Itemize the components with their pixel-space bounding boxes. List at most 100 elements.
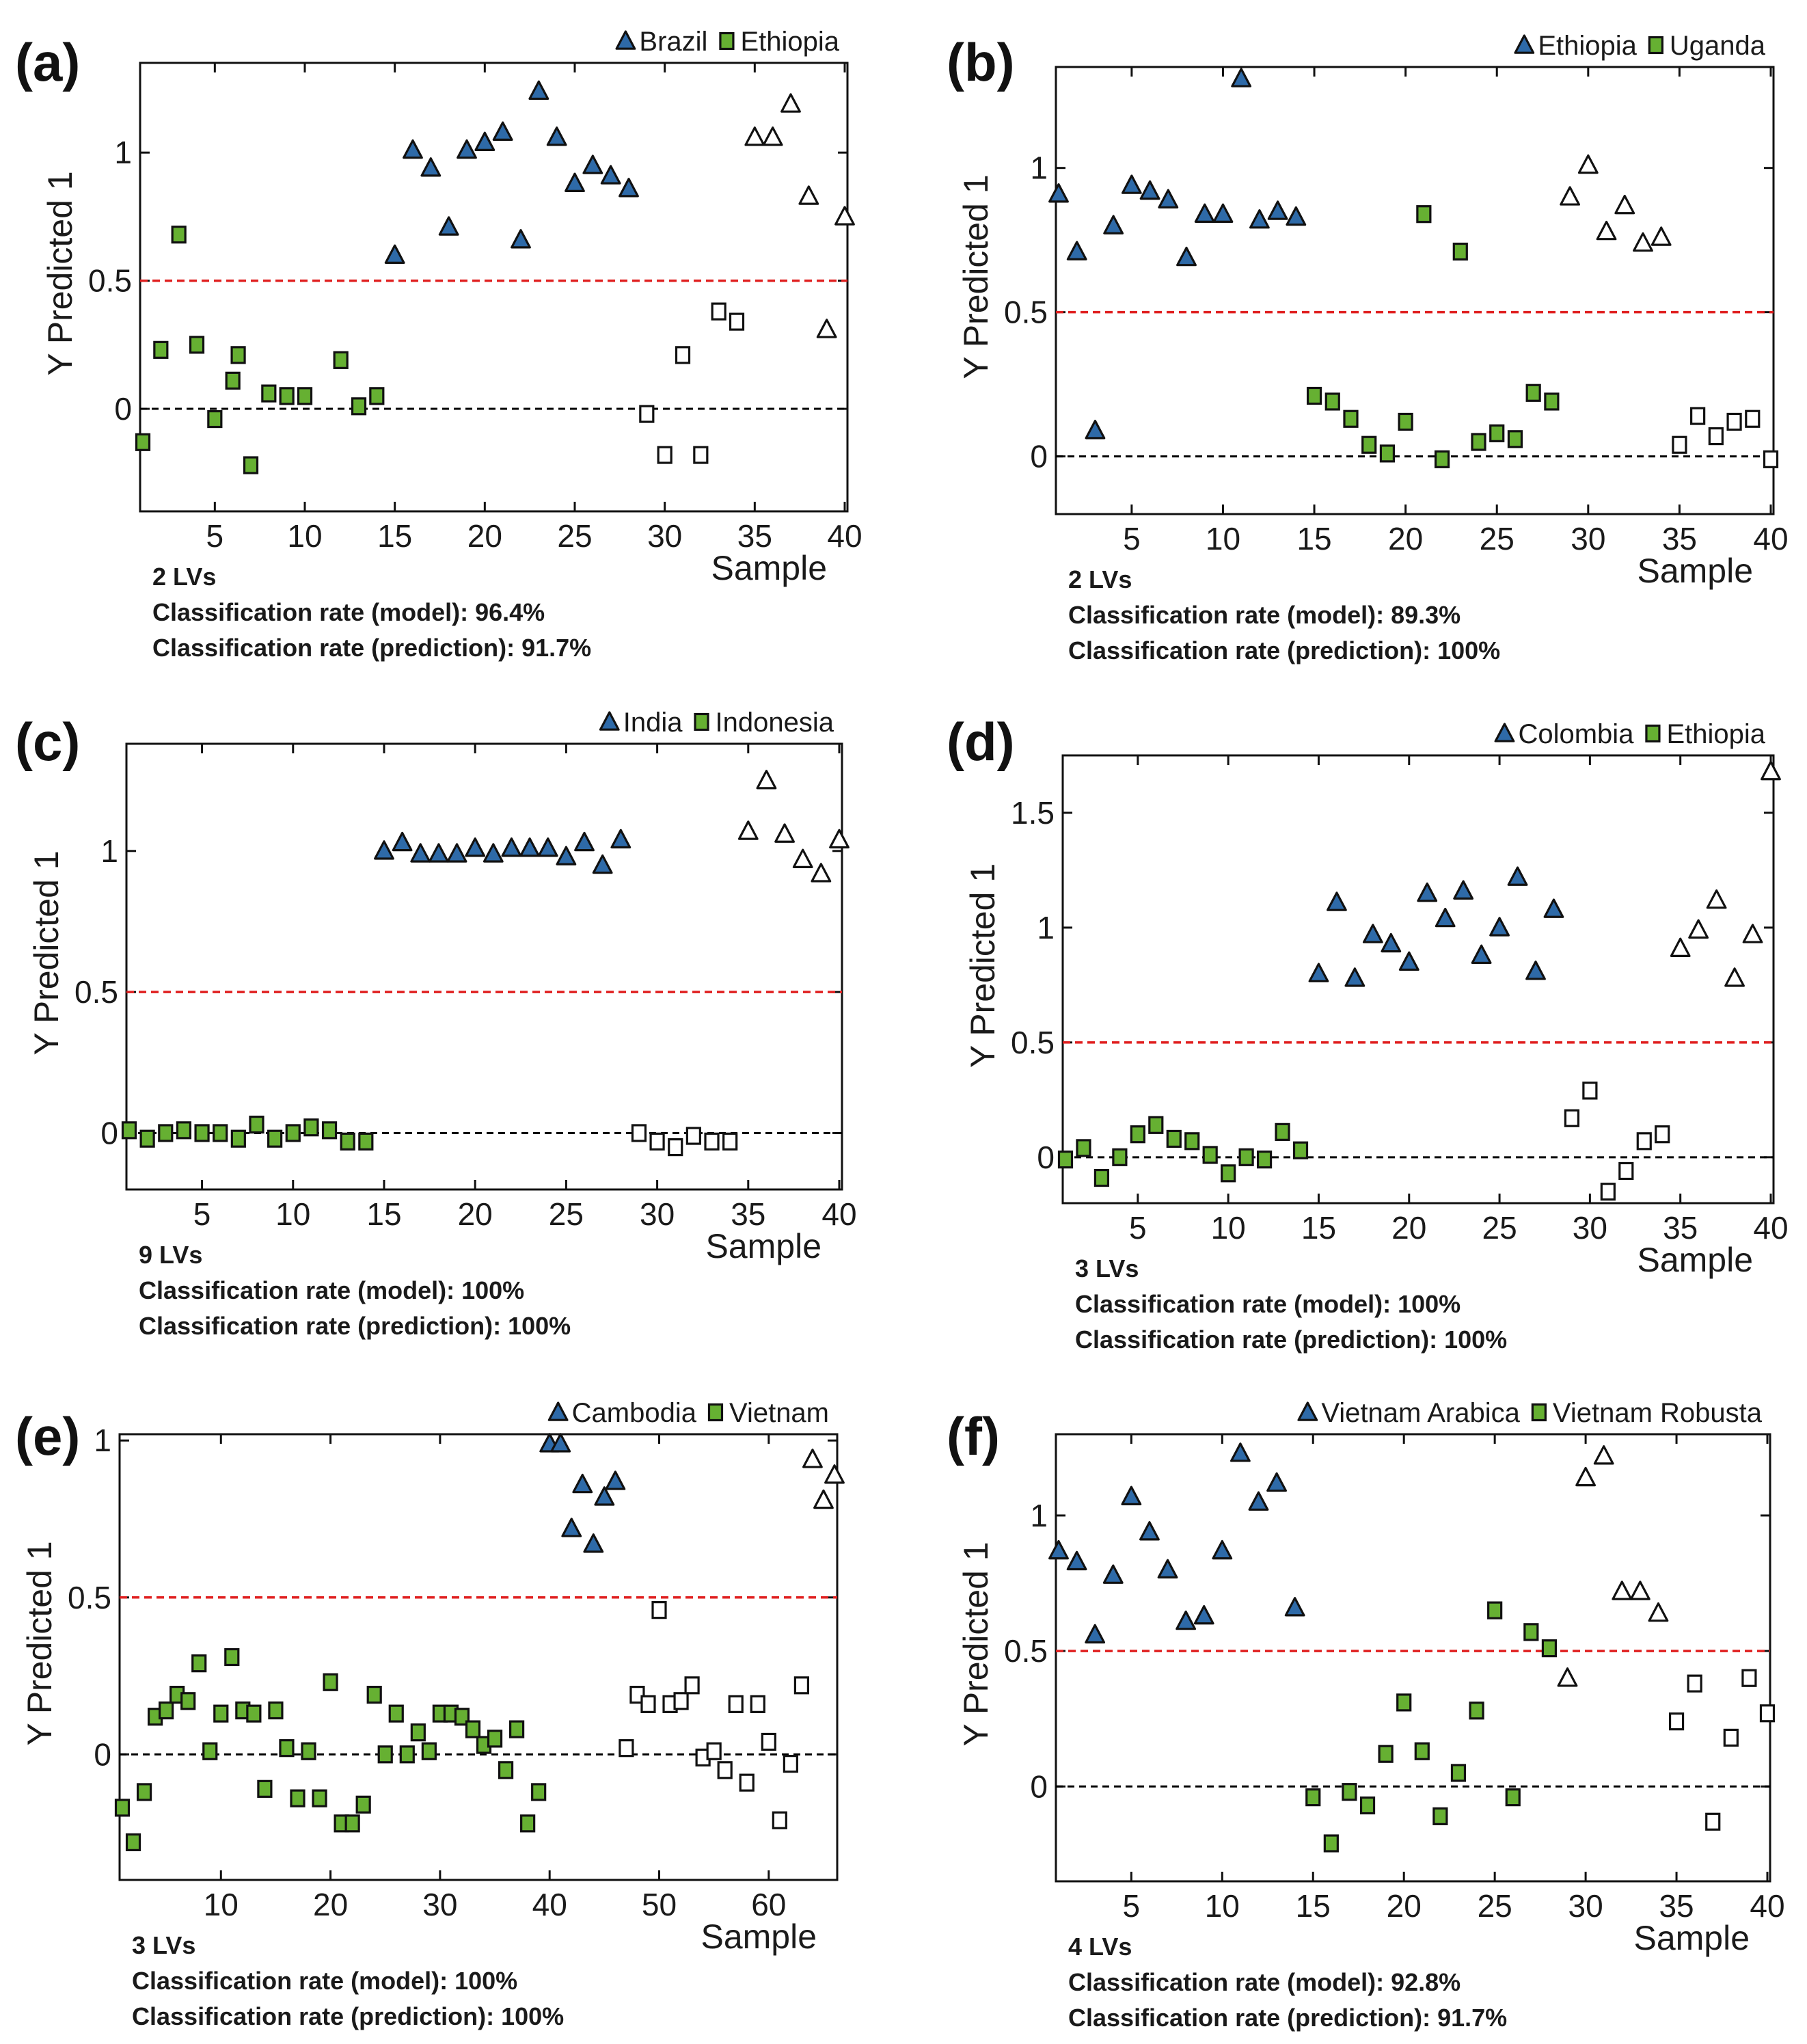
- calibration-class2-point: [1432, 1807, 1448, 1825]
- calibration-class2-point: [421, 1742, 437, 1760]
- calibration-class1-point: [1284, 1597, 1305, 1617]
- chart-panel-a: (a)00.515 10 15 20 25 30 35 40Y Predicted 1Samp…: [15, 27, 862, 662]
- calibration-class2-point: [410, 1723, 426, 1742]
- info-line: Classification rate (model): 100%: [1075, 1290, 1460, 1318]
- calibration-class1-point: [1249, 209, 1270, 229]
- prediction-class1-point: [780, 93, 801, 113]
- calibration-class1-point: [537, 837, 558, 857]
- x-tick-label: 25: [557, 518, 592, 554]
- panel-label: (a): [15, 32, 80, 92]
- calibration-class1-point: [1066, 1550, 1087, 1571]
- plot-frame: [139, 62, 849, 513]
- prediction-class2-point: [750, 1695, 765, 1713]
- legend-marker-class1: [1297, 1401, 1318, 1421]
- calibration-class2-point: [1396, 1693, 1412, 1712]
- prediction-class1-point: [774, 823, 795, 843]
- x-tick-label: 5: [1123, 521, 1141, 556]
- calibration-class1-point: [1212, 203, 1234, 223]
- prediction-class2-point: [1705, 1812, 1721, 1831]
- y-axis-label: Y Predicted 1: [957, 1542, 995, 1746]
- calibration-class2-point: [1221, 1164, 1236, 1183]
- calibration-class1-point: [528, 80, 549, 100]
- y-tick-label: 1: [94, 1423, 111, 1458]
- y-tick-label: 1: [1037, 910, 1055, 945]
- calibration-class2-point: [297, 387, 313, 405]
- calibration-class2-point: [176, 1121, 192, 1140]
- x-tick-label: 30: [1571, 521, 1605, 556]
- calibration-class1-point: [1398, 951, 1419, 971]
- calibration-class2-point: [1256, 1151, 1273, 1169]
- calibration-class2-point: [180, 1692, 196, 1710]
- plot-frame: [118, 1433, 839, 1881]
- calibration-class1-point: [1102, 1564, 1124, 1584]
- calibration-class2-point: [1469, 1702, 1484, 1720]
- calibration-class2-point: [230, 346, 246, 364]
- calibration-class1-point: [1139, 1521, 1160, 1541]
- calibration-class1-point: [583, 1533, 604, 1553]
- x-tick-label: 10: [1211, 1210, 1246, 1246]
- prediction-class2-point: [1668, 1712, 1685, 1731]
- calibration-class2-point: [202, 1742, 218, 1760]
- prediction-class2-point: [1759, 1704, 1776, 1723]
- plot-frame: [1055, 66, 1775, 515]
- calibration-class2-point: [355, 1795, 371, 1814]
- calibration-class1-point: [1139, 180, 1160, 200]
- prediction-class1-point: [834, 206, 855, 226]
- calibration-class2-point: [1379, 444, 1396, 463]
- prediction-class1-point: [1670, 937, 1691, 957]
- x-axis-label: Sample: [711, 549, 827, 587]
- calibration-class2-point: [388, 1704, 404, 1723]
- prediction-class1-point: [1706, 889, 1727, 909]
- prediction-class2-point: [772, 1811, 787, 1829]
- prediction-class1-point: [792, 848, 813, 868]
- legend: Ethiopia Brazil: [615, 27, 840, 57]
- legend-marker-class2: [694, 712, 709, 731]
- calibration-class1-point: [1066, 241, 1087, 260]
- calibration-class1-point: [1435, 907, 1456, 928]
- calibration-class1-point: [1121, 1485, 1142, 1505]
- x-tick-label: 20: [1388, 521, 1423, 556]
- prediction-class1-point: [1593, 1445, 1614, 1465]
- calibration-class2-point: [303, 1118, 319, 1137]
- calibration-class1-point: [519, 837, 541, 857]
- prediction-class2-point: [629, 1685, 645, 1704]
- legend: Vietnam Robusta Vietnam Arabica: [1297, 1398, 1763, 1428]
- calibration-class2-point: [487, 1730, 503, 1748]
- prediction-class1-point: [816, 319, 837, 338]
- x-tick-label: 5: [206, 518, 224, 554]
- prediction-class1-point: [1648, 1602, 1669, 1622]
- calibration-class1-point: [574, 831, 595, 852]
- panel-label: (b): [947, 32, 1015, 92]
- calibration-class1-point: [592, 854, 613, 874]
- y-tick-label: 0.5: [1004, 1633, 1048, 1669]
- calibration-class1-point: [1048, 183, 1069, 203]
- x-tick-label: 10: [1205, 1888, 1240, 1924]
- x-tick-label: 15: [366, 1196, 401, 1232]
- y-axis-label: Y Predicted 1: [957, 174, 995, 379]
- info-line: Classification rate (prediction): 91.7%: [1068, 2004, 1507, 2032]
- prediction-class1-point: [1596, 220, 1617, 241]
- calibration-class2-point: [1306, 386, 1322, 405]
- prediction-class1-point: [1575, 1466, 1597, 1487]
- x-tick-label: 50: [642, 1887, 677, 1922]
- calibration-class1-point: [1417, 882, 1438, 902]
- info-line: Classification rate (prediction): 91.7%: [152, 634, 591, 662]
- prediction-class2-point: [1564, 1109, 1580, 1127]
- info-line: 9 LVs: [139, 1241, 202, 1269]
- prediction-class1-point: [1577, 154, 1599, 174]
- calibration-class2-point: [333, 351, 349, 369]
- y-axis-label: Y Predicted 1: [964, 863, 1002, 1068]
- calibration-class2-point: [121, 1121, 137, 1140]
- calibration-class2-point: [1093, 1168, 1110, 1187]
- x-tick-label: 35: [1662, 521, 1697, 556]
- calibration-class2-point: [399, 1745, 415, 1764]
- chart-panel-d: (d) 0 0.5 1 1.5 5 10 15 20 25 30 35 40 Y Predicted 1 S…: [947, 712, 1789, 1354]
- prediction-class1-point: [813, 1489, 834, 1509]
- plot-frame: [1061, 754, 1775, 1205]
- calibration-class1-point: [1229, 1442, 1251, 1462]
- calibration-class1-point: [1266, 1472, 1287, 1492]
- info-line: 4 LVs: [1068, 1933, 1132, 1961]
- calibration-class2-point: [1343, 409, 1359, 428]
- x-tick-label: 20: [458, 1196, 493, 1232]
